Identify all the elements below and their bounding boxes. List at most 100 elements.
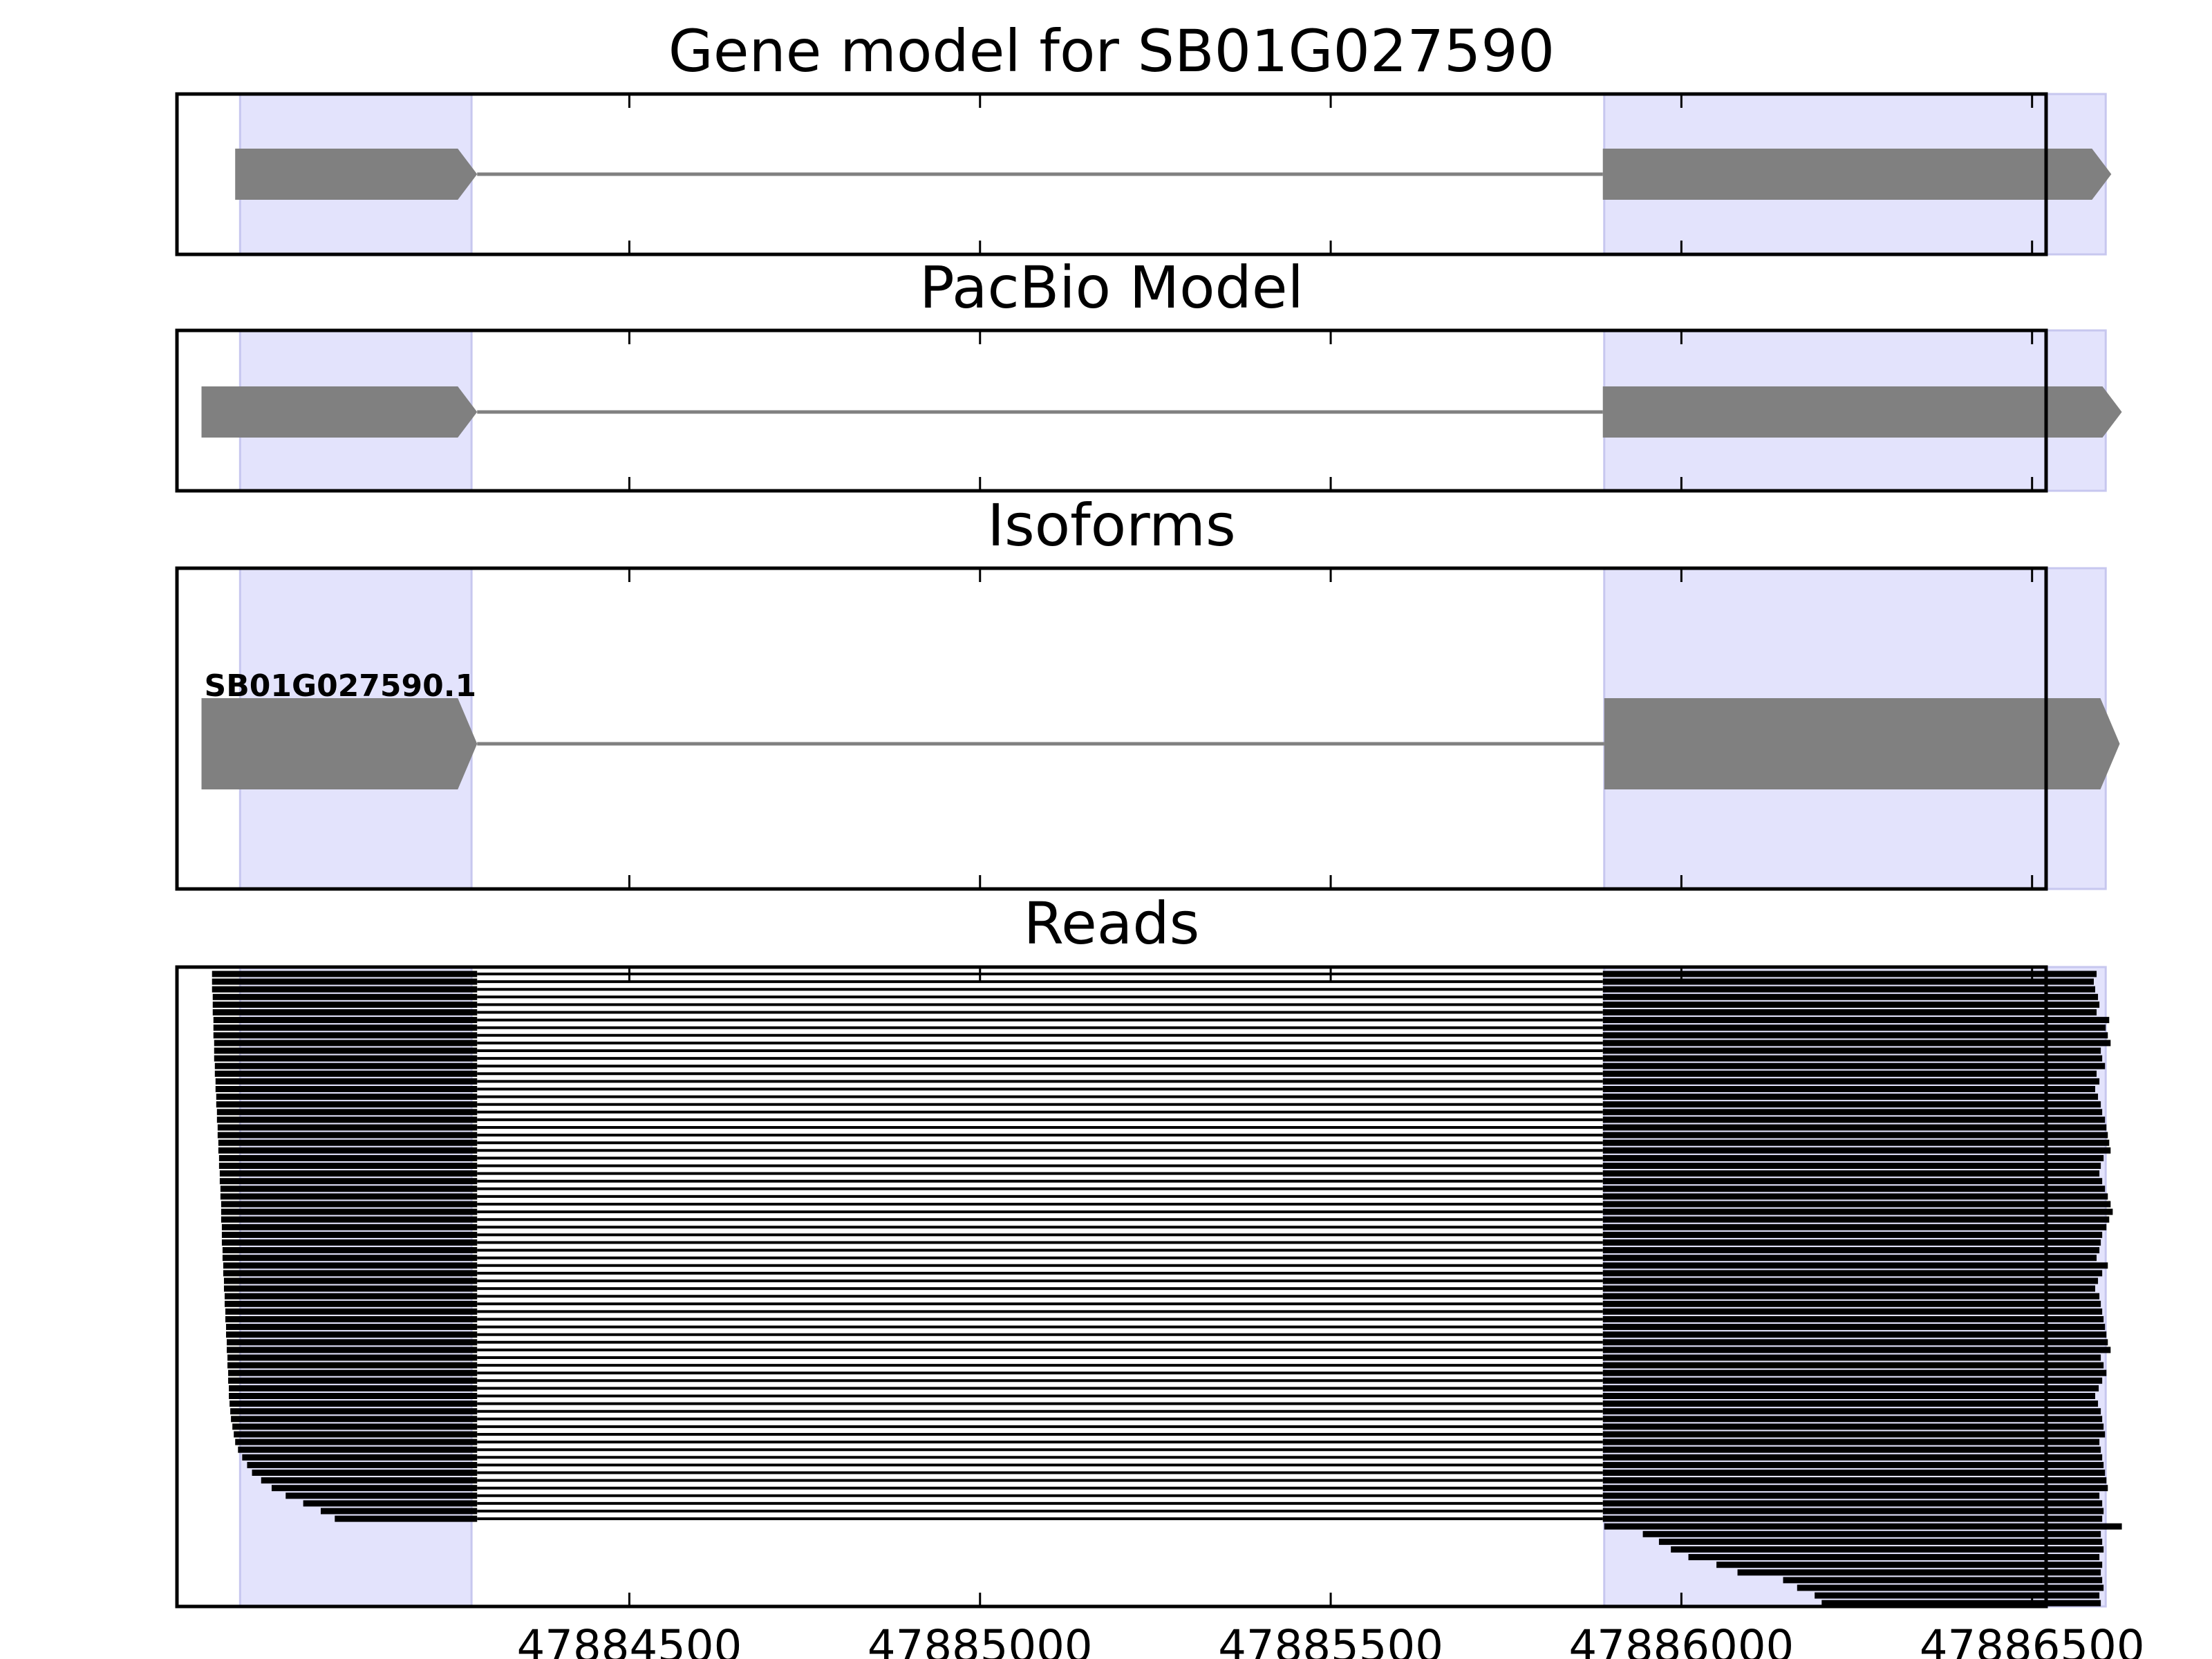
read-exon-block — [1602, 1124, 2107, 1131]
read-exon-block — [224, 1293, 478, 1300]
read-exon-block — [1602, 1308, 2103, 1315]
read-exon-block — [1602, 1324, 2106, 1331]
read-single-exon — [1671, 1546, 2104, 1553]
read-exon-block — [216, 1109, 478, 1116]
read-exon-block — [220, 1193, 478, 1200]
read-exon-block — [1602, 1431, 2106, 1438]
read-exon-block — [1602, 1224, 2107, 1230]
read-exon-block — [214, 1062, 478, 1069]
read-single-exon — [1797, 1584, 2104, 1591]
x-tick-label: 47885500 — [1218, 1622, 1443, 1659]
read-exon-block — [1602, 1438, 2100, 1445]
read-exon-block — [223, 1270, 478, 1277]
panel-title: PacBio Model — [919, 254, 1304, 321]
read-exon-block — [213, 1024, 478, 1031]
read-exon-block — [227, 1339, 478, 1346]
read-exon-block — [335, 1515, 478, 1522]
read-exon-block — [1602, 1208, 2113, 1215]
read-exon-block — [1602, 1262, 2108, 1269]
reads-panel: Reads 47884500 47885000 47885500 47886000 478… — [175, 890, 2145, 1659]
read-exon-block — [212, 1001, 478, 1008]
read-exon-block — [1602, 1508, 2104, 1515]
isoform-exon — [201, 698, 478, 789]
axes-frame — [175, 92, 2048, 256]
read-exon-block — [1602, 1201, 2111, 1208]
read-exon-block — [221, 1239, 478, 1246]
read-exon-block — [221, 1201, 478, 1208]
read-exon-block — [1602, 1331, 2107, 1338]
read-exon-block — [1602, 1040, 2111, 1047]
read-exon-block — [1602, 1239, 2101, 1246]
read-exon-block — [228, 1377, 478, 1384]
read-exon-block — [1602, 986, 2096, 993]
read-exon-block — [212, 993, 478, 1000]
read-exon-block — [1602, 1515, 2103, 1522]
read-exon-block — [261, 1477, 478, 1484]
read-single-exon — [1815, 1592, 2100, 1599]
read-exon-block — [1602, 1116, 2106, 1123]
read-exon-block — [1602, 1354, 2101, 1361]
read-exon-block — [1602, 1423, 2104, 1430]
read-exon-block — [1602, 1185, 2106, 1192]
read-exon-block — [218, 1163, 478, 1169]
read-exon-block — [1602, 1154, 2104, 1161]
read-exon-block — [285, 1492, 478, 1499]
read-exon-block — [1602, 1086, 2096, 1092]
read-exon-block — [1602, 1270, 2103, 1277]
read-exon-block — [303, 1500, 478, 1507]
read-exon-block — [227, 1347, 478, 1353]
read-exon-block — [238, 1446, 478, 1453]
read-exon-block — [1602, 1024, 2106, 1031]
read-exon-block — [1602, 1032, 2108, 1039]
panel-title: Gene model for SB01G027590 — [668, 17, 1555, 85]
read-exon-block — [222, 1247, 478, 1254]
read-exon-block — [217, 1132, 478, 1138]
read-exon-block — [1602, 993, 2099, 1000]
read-exon-block — [1602, 1001, 2100, 1008]
x-tick-label: 47886000 — [1569, 1622, 1794, 1659]
read-exon-block — [252, 1470, 478, 1476]
read-exon-block — [221, 1224, 478, 1230]
read-exon-block — [212, 971, 478, 977]
read-exon-block — [223, 1262, 478, 1269]
read-exon-block — [218, 1154, 478, 1161]
read-exon-block — [1602, 1492, 2100, 1499]
read-exon-block — [217, 1124, 478, 1131]
read-exon-block — [1602, 1101, 2101, 1108]
read-exon-block — [224, 1300, 478, 1307]
read-exon-block — [1602, 1362, 2104, 1369]
read-exon-block — [1602, 1477, 2107, 1484]
read-exon-block — [1602, 1408, 2101, 1415]
read-exon-block — [221, 1216, 478, 1223]
read-exon-block — [1602, 1470, 2106, 1476]
read-exon-block — [214, 1055, 478, 1062]
read-exon-block — [1602, 1416, 2103, 1423]
read-exon-block — [1602, 1454, 2103, 1461]
read-exon-block — [214, 1047, 478, 1054]
pacbio-model-exon — [1602, 386, 2122, 438]
read-exon-block — [219, 1170, 478, 1177]
read-exon-block — [212, 978, 478, 985]
read-exon-block — [1602, 1139, 2110, 1146]
panel-title: Reads — [1024, 890, 1200, 957]
read-exon-block — [221, 1231, 478, 1238]
isoform-label: SB01G027590.1 — [205, 668, 477, 704]
read-exon-block — [1602, 1017, 2110, 1024]
read-exon-block — [223, 1285, 478, 1292]
read-exon-block — [212, 1009, 478, 1015]
read-exon-block — [225, 1308, 478, 1315]
read-exon-block — [225, 1316, 478, 1322]
read-exon-block — [1602, 1385, 2099, 1391]
read-exon-block — [1602, 1247, 2100, 1254]
read-exon-block — [1602, 1170, 2100, 1177]
axes-frame — [175, 965, 2048, 1609]
read-single-exon — [1642, 1530, 2101, 1537]
read-exon-block — [1602, 1047, 2101, 1054]
read-exon-block — [220, 1185, 478, 1192]
read-single-exon — [1783, 1577, 2103, 1584]
gene-model-panel: Gene model for SB01G027590 — [175, 17, 2112, 256]
read-exon-block — [234, 1431, 478, 1438]
read-exon-block — [223, 1277, 478, 1284]
read-exon-block — [230, 1408, 478, 1415]
